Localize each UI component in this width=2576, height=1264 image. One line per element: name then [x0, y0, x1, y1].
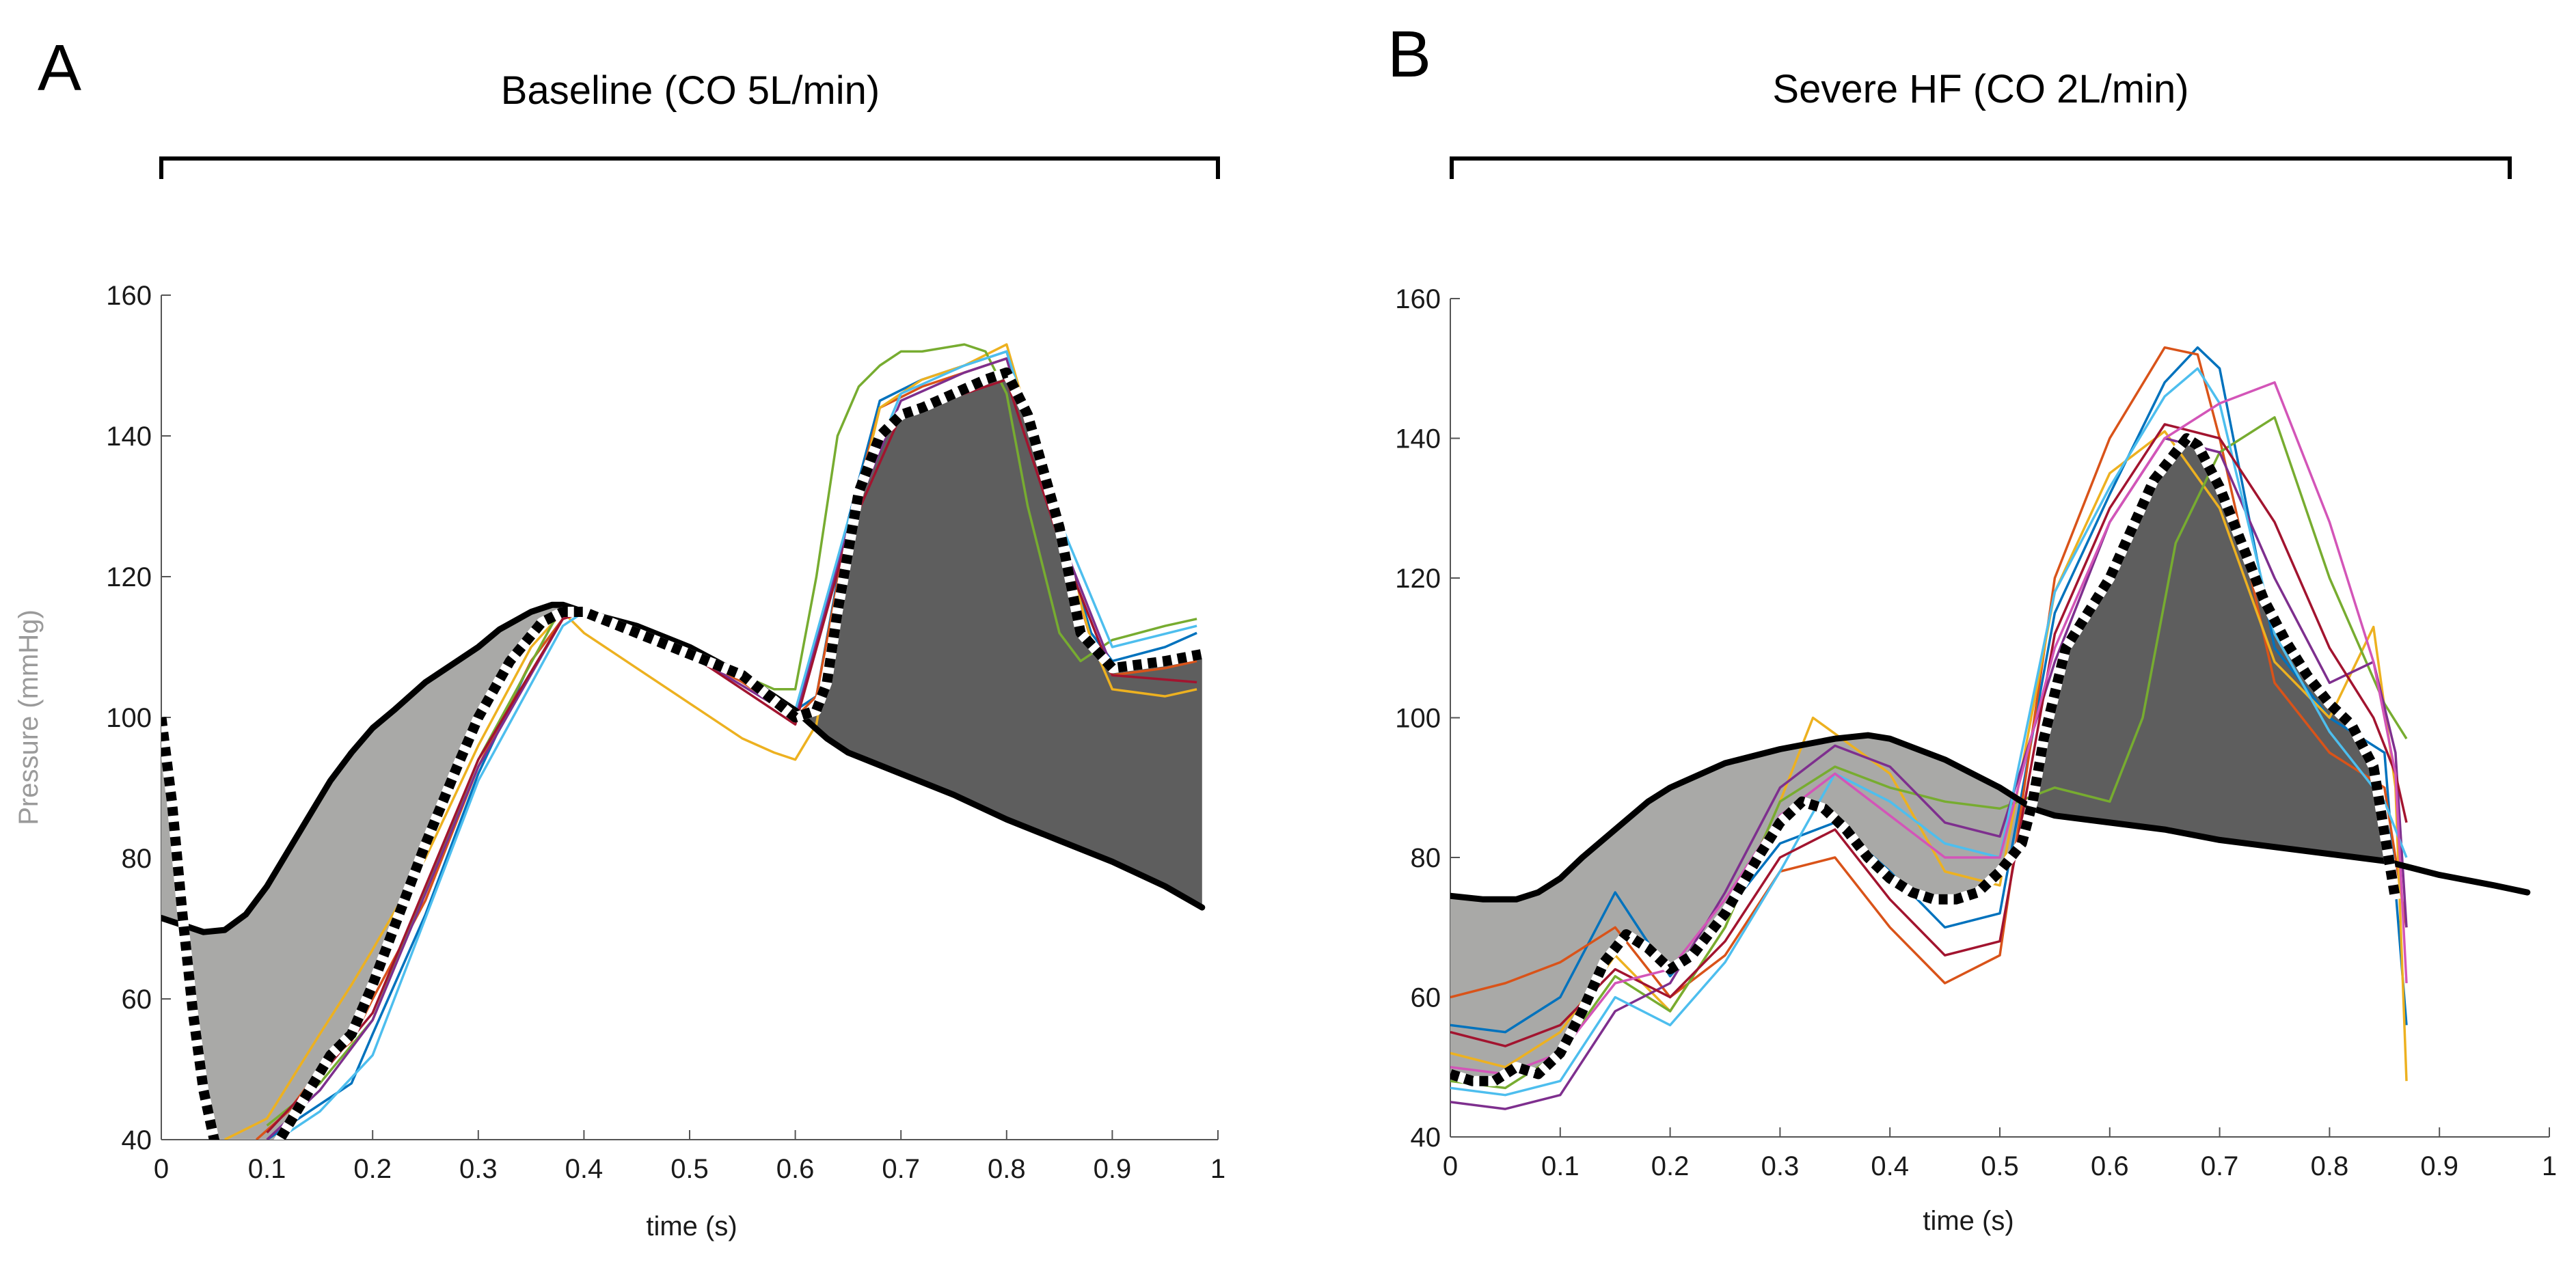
x-tick-label: 0 — [1443, 1151, 1458, 1181]
x-tick-label: 0.5 — [1981, 1151, 2019, 1181]
panel-a-title: Baseline (CO 5L/min) — [501, 68, 880, 113]
dotted-pressure-curve — [1450, 433, 2401, 1086]
x-tick-label: 0.3 — [459, 1154, 498, 1184]
x-tick-label: 0.7 — [882, 1154, 920, 1184]
trace-purple — [1450, 437, 2408, 1110]
x-tick-label: 0.2 — [353, 1154, 392, 1184]
trace-red — [1450, 423, 2408, 1047]
x-tick-label: 1 — [2542, 1151, 2557, 1181]
y-tick-label: 80 — [1411, 843, 1441, 873]
y-tick-label: 60 — [122, 985, 152, 1015]
panel-b-axes: 0 0.1 0.2 0.3 0.4 0.5 0.6 0.7 0.8 0.9 140608010012… — [1395, 284, 2557, 1181]
x-tick-label: 0 — [154, 1154, 169, 1184]
panel-a-plot — [161, 343, 1206, 1140]
solid-pressure-curve — [1450, 732, 2531, 903]
y-tick-label: 120 — [1395, 564, 1441, 594]
panel-b: B Severe HF (CO 2L/min) 0 0.1 0.2 0.3 0.4 0.5… — [1387, 18, 2557, 1236]
y-tick-label: 120 — [106, 562, 152, 592]
y-tick-label: 40 — [122, 1125, 152, 1155]
x-tick-label: 0.1 — [1541, 1151, 1580, 1181]
x-tick-label: 0.9 — [1094, 1154, 1132, 1184]
panel-a: A Baseline (CO 5L/min) 0 0.1 0.2 0.3 0.4 0.5 0… — [14, 31, 1225, 1241]
panel-b-title: Severe HF (CO 2L/min) — [1772, 67, 2188, 111]
x-tick-label: 0.8 — [988, 1154, 1026, 1184]
trace-red — [266, 378, 1197, 1134]
panel-letter-a: A — [38, 31, 81, 105]
dark-shaded-region — [2033, 440, 2396, 900]
x-tick-label: 0.7 — [2201, 1151, 2239, 1181]
y-tick-label: 160 — [106, 281, 152, 311]
y-tick-label: 160 — [1395, 284, 1441, 314]
x-tick-label: 0.8 — [2311, 1151, 2349, 1181]
x-tick-label: 0.6 — [776, 1154, 815, 1184]
x-tick-label: 0.5 — [670, 1154, 709, 1184]
panel-a-xlabel: time (s) — [646, 1211, 737, 1241]
panel-b-xlabel: time (s) — [1923, 1206, 2014, 1236]
trace-yellow — [1450, 430, 2408, 1082]
panel-b-plot — [1450, 346, 2531, 1110]
panel-a-bracket — [159, 156, 1220, 179]
panel-a-axes: 0 0.1 0.2 0.3 0.4 0.5 0.6 0.7 0.8 0.9 140608010012… — [106, 281, 1225, 1184]
x-tick-label: 0.9 — [2420, 1151, 2458, 1181]
y-tick-label: 60 — [1411, 983, 1441, 1013]
y-tick-label: 140 — [1395, 424, 1441, 454]
light-shaded-region — [161, 605, 563, 1140]
dotted-pressure-curve — [161, 367, 1204, 1140]
x-tick-label: 0.4 — [565, 1154, 604, 1184]
dark-shaded-region — [795, 372, 1202, 908]
x-tick-label: 1 — [1210, 1154, 1225, 1184]
x-tick-label: 0.6 — [2091, 1151, 2129, 1181]
y-tick-label: 40 — [1411, 1123, 1441, 1153]
solid-pressure-curve — [161, 601, 1206, 935]
x-tick-label: 0.1 — [248, 1154, 286, 1184]
y-tick-label: 80 — [122, 844, 152, 874]
x-tick-label: 0.4 — [1871, 1151, 1909, 1181]
x-tick-label: 0.2 — [1651, 1151, 1690, 1181]
panel-a-ylabel: Pressure (mmHg) — [14, 609, 44, 825]
trace-magenta — [1450, 381, 2408, 1075]
x-tick-label: 0.3 — [1761, 1151, 1800, 1181]
y-tick-label: 100 — [1395, 704, 1441, 734]
light-shaded-region — [1450, 735, 2033, 1082]
panel-b-bracket — [1450, 156, 2512, 179]
y-tick-label: 140 — [106, 422, 152, 452]
y-tick-label: 100 — [106, 703, 152, 733]
panel-letter-b: B — [1387, 18, 1431, 91]
